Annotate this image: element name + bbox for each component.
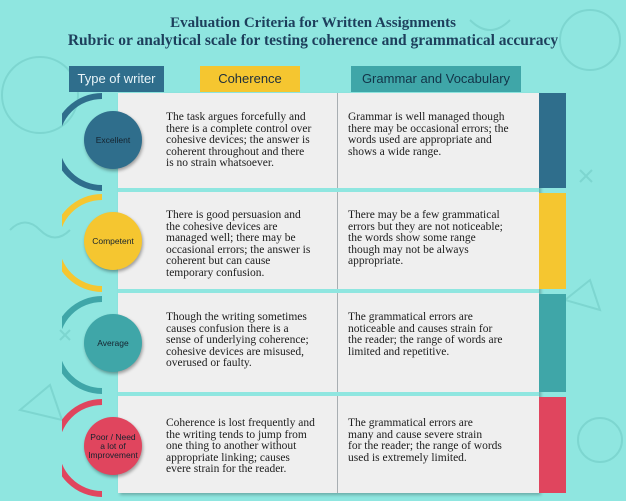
- coherence-text-line: managed well; there may be: [166, 232, 296, 244]
- level-badge-excellent: Excellent: [84, 111, 142, 169]
- rubric-table: [118, 93, 539, 493]
- level-label-line: Improvement: [88, 449, 138, 460]
- coherence-text-line: coherent but can cause: [166, 255, 271, 267]
- grammar-cell-excellent: Grammar is well managed though there may…: [348, 111, 509, 158]
- coherence-text-line: one thing to another without: [166, 440, 297, 452]
- level-badge-average: Average: [84, 314, 142, 372]
- coherence-text-line: temporary confusion.: [166, 266, 265, 279]
- grammar-text-line: Grammar is well managed though: [348, 111, 505, 123]
- ring-average: [62, 296, 103, 394]
- grammar-text-line: the words show some range: [348, 232, 476, 244]
- coherence-text-line: The task argues forcefully and: [166, 111, 306, 123]
- coherence-text-line: the cohesive devices are: [166, 220, 278, 233]
- grammar-text-line: errors but they are not noticeable;: [348, 220, 503, 233]
- level-label-excellent: Excellent: [95, 134, 131, 145]
- coherence-text-line: causes confusion there is a: [166, 322, 289, 335]
- coherence-text-line: There is good persuasion and: [166, 209, 301, 221]
- coherence-text-line: there is a complete control over: [166, 122, 312, 135]
- row-separator: [118, 392, 539, 396]
- coherence-text-line: is no strain whatsoever.: [166, 157, 274, 169]
- row-separator: [118, 188, 539, 192]
- grammar-text-line: for the reader; the range of words: [348, 440, 502, 452]
- coherence-text-line: Though the writing sometimes: [166, 311, 307, 323]
- grammar-text-line: though may not be always: [348, 243, 469, 256]
- row-separator: [118, 289, 539, 293]
- grammar-text-line: shows a wide range.: [348, 145, 442, 158]
- coherence-text-line: coherent throughout and there: [166, 145, 305, 158]
- grammar-cell-poor: The grammatical errors are many and caus…: [348, 417, 502, 464]
- coherence-cell-poor: Coherence is lost frequently and the wri…: [166, 417, 315, 476]
- coherence-text-line: overused or faulty.: [166, 357, 252, 369]
- grammar-cell-average: The grammatical errors are noticeable an…: [348, 311, 503, 358]
- grammar-text-line: words used are appropriate and: [348, 134, 492, 146]
- grammar-text-line: The grammatical errors are: [348, 417, 473, 429]
- coherence-cell-average: Though the writing sometimes causes conf…: [166, 311, 309, 370]
- coherence-cell-excellent: The task argues forcefully and there is …: [166, 111, 312, 170]
- header-coherence: Coherence: [200, 66, 300, 92]
- header-grammar-vocabulary: Grammar and Vocabulary: [351, 66, 521, 92]
- coherence-text-line: the writing tends to jump from: [166, 428, 307, 441]
- ring-excellent: [62, 93, 103, 191]
- grammar-text-line: The grammatical errors are: [348, 311, 473, 323]
- column-divider: [337, 93, 338, 493]
- ring-poor: [62, 399, 103, 497]
- header-type-of-writer: Type of writer: [69, 66, 164, 92]
- grammar-cell-competent: There may be a few grammatical errors bu…: [348, 209, 503, 268]
- level-label-line: a lot of: [100, 440, 126, 451]
- coherence-text-line: cohesive devices; the answer is: [166, 134, 310, 146]
- ring-competent: [62, 194, 103, 292]
- row-color-bar-competent: [539, 193, 566, 289]
- coherence-text-line: Coherence is lost frequently and: [166, 417, 315, 429]
- row-color-bar-average: [539, 294, 566, 392]
- row-color-bar-excellent: [539, 93, 566, 188]
- grammar-text-line: many and cause severe strain: [348, 428, 483, 441]
- coherence-text-line: occasional errors; the answer is: [166, 243, 311, 256]
- grammar-text-line: there may be occasional errors; the: [348, 122, 509, 135]
- coherence-text-line: cohesive devices are misused,: [166, 345, 304, 358]
- level-label-competent: Competent: [92, 235, 134, 246]
- level-label-line: Poor / Need: [90, 431, 136, 442]
- level-label-poor: Poor / Need a lot of Improvement: [88, 431, 138, 460]
- coherence-cell-competent: There is good persuasion and the cohesiv…: [166, 209, 311, 279]
- page-subtitle: Rubric or analytical scale for testing c…: [67, 32, 559, 49]
- grammar-text-line: the reader; the range of words are: [348, 334, 503, 346]
- page-title: Evaluation Criteria for Written Assignme…: [170, 15, 456, 31]
- grammar-text-line: appropriate.: [348, 255, 404, 267]
- coherence-text-line: appropriate linking; causes: [166, 451, 290, 464]
- row-color-bar-poor: [539, 397, 566, 493]
- grammar-text-line: There may be a few grammatical: [348, 209, 500, 221]
- coherence-text-line: sense of underlying coherence;: [166, 334, 309, 346]
- grammar-text-line: limited and repetitive.: [348, 345, 450, 358]
- level-badge-competent: Competent: [84, 212, 142, 270]
- grammar-text-line: used is extremely limited.: [348, 451, 467, 464]
- level-badge-poor: Poor / Need a lot of Improvement: [84, 417, 142, 475]
- level-label-average: Average: [97, 337, 129, 348]
- grammar-text-line: noticeable and causes strain for: [348, 322, 493, 335]
- coherence-text-line: evere strain for the reader.: [166, 463, 287, 475]
